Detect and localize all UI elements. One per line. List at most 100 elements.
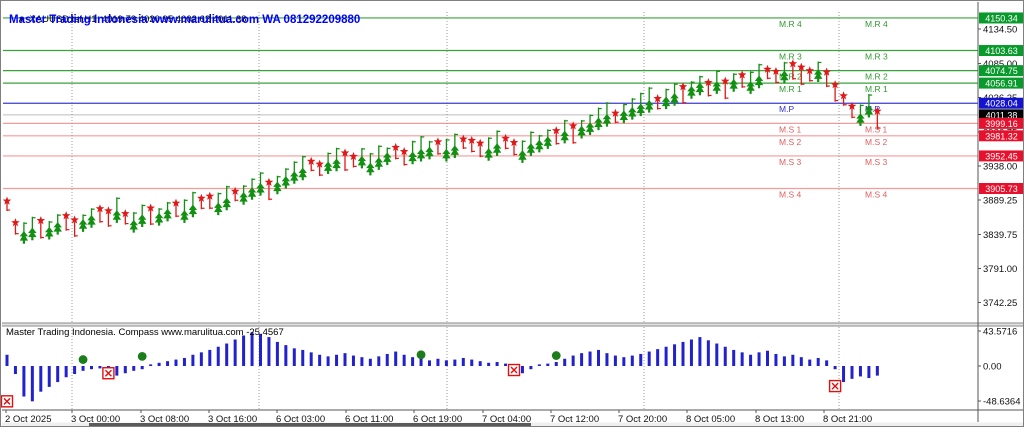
price-tick-label: 4085.00	[983, 59, 1017, 70]
price-badge	[979, 130, 1023, 142]
time-tick-label: 7 Oct 20:00	[618, 414, 667, 425]
histogram-bar	[208, 349, 212, 366]
price-tick-label: 3839.75	[983, 230, 1017, 241]
up-arrow-marker	[687, 86, 696, 99]
histogram-bar	[81, 366, 85, 371]
price-badge-label: 4028.04	[985, 99, 1018, 109]
histogram-bar	[740, 352, 744, 366]
up-arrow-marker	[256, 182, 265, 196]
histogram-bar	[495, 361, 499, 366]
up-arrow-marker	[357, 155, 367, 169]
histogram-bar	[470, 359, 474, 366]
sell-x-marker	[831, 382, 839, 390]
histogram-bar	[115, 366, 119, 376]
price-badge-label: 3981.32	[985, 131, 1018, 141]
down-star-marker	[568, 121, 578, 130]
price-badge-label: 3999.16	[985, 119, 1018, 129]
histogram-bar	[267, 337, 271, 366]
price-badge-label: 4150.34	[985, 13, 1018, 23]
buy-dot-marker	[416, 350, 426, 360]
histogram-bar	[174, 359, 178, 366]
time-tick-label: 3 Oct 16:00	[208, 414, 257, 425]
level-label: M.R 1	[779, 84, 802, 94]
scrollbar-thumb[interactable]	[89, 423, 531, 427]
histogram-bar	[875, 366, 879, 376]
down-star-marker	[340, 148, 350, 157]
histogram-bar	[605, 353, 609, 366]
histogram-bar	[351, 355, 355, 366]
up-arrow-marker	[188, 204, 198, 218]
histogram-bar	[301, 349, 305, 366]
day-separators	[71, 12, 840, 409]
down-star-marker	[197, 193, 206, 202]
histogram-bar	[757, 352, 761, 366]
histogram-bar	[698, 337, 702, 366]
up-arrow-marker	[416, 148, 426, 162]
time-tick-label: 6 Oct 03:00	[276, 414, 325, 425]
histogram-bar	[394, 351, 398, 366]
histogram-bar	[292, 348, 296, 366]
up-arrow-marker	[366, 162, 375, 176]
histogram-bar	[664, 346, 668, 366]
down-star-marker	[873, 106, 882, 115]
price-badge-label: 4056.91	[985, 79, 1018, 89]
histogram-bar	[723, 346, 727, 366]
histogram-bar	[580, 353, 584, 366]
down-star-marker	[205, 191, 215, 200]
histogram-bar	[385, 353, 389, 366]
price-tick-label: 3938.00	[983, 161, 1017, 172]
sell-x-marker	[510, 366, 518, 374]
histogram-bar	[182, 357, 186, 366]
up-arrow-marker	[518, 150, 527, 163]
up-arrow-marker	[754, 75, 764, 89]
time-tick-label: 3 Oct 00:00	[71, 414, 120, 425]
down-star-marker	[771, 66, 781, 76]
level-label: M.P	[779, 104, 794, 114]
up-arrow-marker	[856, 113, 865, 126]
level-label: M.R 4	[865, 19, 888, 29]
histogram-bar	[749, 354, 753, 366]
up-arrow-marker	[273, 181, 282, 195]
histogram-bar	[368, 358, 372, 366]
histogram-bar	[250, 332, 254, 366]
histogram-bar	[140, 366, 144, 370]
histogram-bar	[132, 366, 136, 371]
histogram-bar	[90, 366, 93, 370]
level-label: M.S 3	[779, 157, 801, 167]
histogram-bar	[411, 357, 415, 366]
level-label: M.S 3	[865, 157, 887, 167]
histogram-bar	[73, 366, 77, 375]
up-arrow-marker	[628, 106, 637, 120]
histogram-bar	[444, 360, 448, 366]
up-arrow-marker	[112, 210, 122, 223]
price-badge	[979, 45, 1023, 57]
histogram-bar	[436, 358, 440, 366]
up-arrow-marker	[450, 145, 460, 158]
up-arrow-marker	[374, 157, 383, 170]
up-arrow-marker	[180, 210, 189, 223]
histogram-bar	[588, 351, 592, 366]
up-arrow-marker	[163, 208, 172, 222]
histogram-bar	[39, 366, 43, 392]
histogram-bar	[867, 366, 871, 379]
symbol-dropdown-icon[interactable]: ▼	[17, 15, 26, 24]
histogram-bar	[799, 357, 803, 366]
up-arrow-marker	[636, 103, 645, 117]
up-arrow-marker	[670, 92, 679, 106]
down-star-marker	[95, 204, 105, 213]
histogram-bar	[360, 357, 364, 366]
up-arrow-marker	[239, 191, 248, 205]
histogram-bar	[326, 356, 330, 366]
up-arrow-marker	[780, 70, 789, 84]
histogram-bar	[149, 364, 153, 366]
up-arrow-marker	[383, 152, 392, 165]
time-tick-label: 3 Oct 08:00	[140, 414, 189, 425]
histogram-bar	[647, 351, 651, 366]
down-star-marker	[2, 196, 12, 205]
histogram-bar	[673, 344, 677, 366]
level-label: M.S 2	[865, 137, 887, 147]
down-star-marker	[822, 67, 831, 76]
up-arrow-marker	[129, 219, 138, 233]
up-arrow-marker	[290, 171, 299, 184]
